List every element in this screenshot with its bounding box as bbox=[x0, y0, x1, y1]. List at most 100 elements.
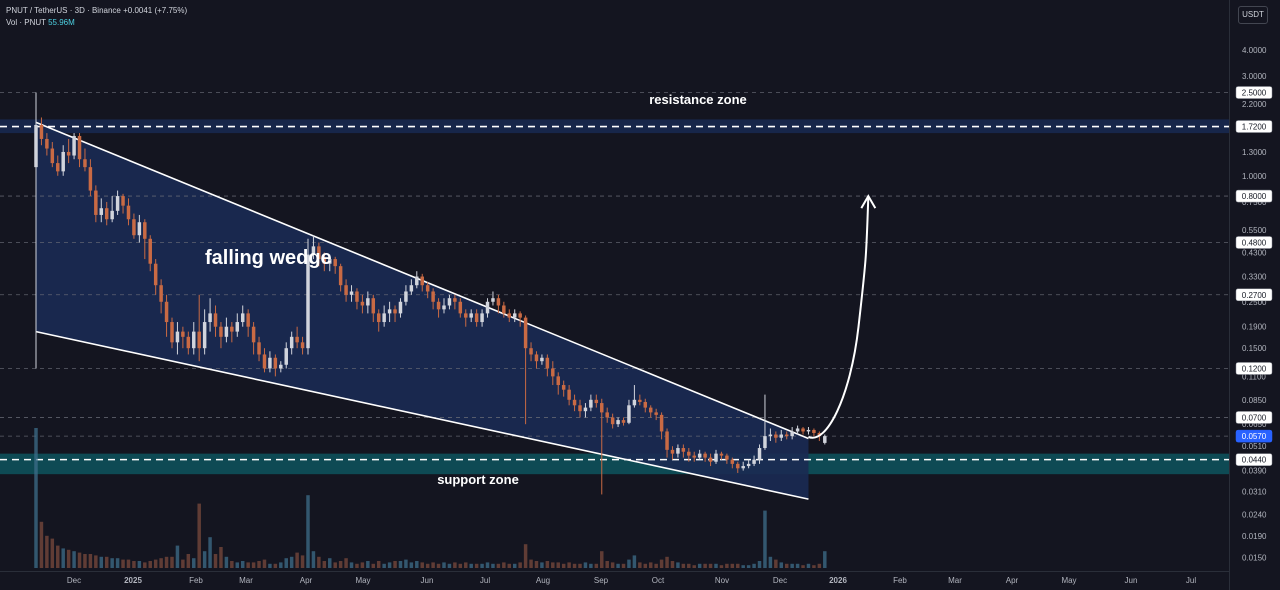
candle-body bbox=[491, 298, 495, 302]
candle-body bbox=[578, 405, 582, 412]
symbol-line: PNUT / TetherUS · 3D · Binance bbox=[6, 6, 121, 15]
candle-body bbox=[703, 453, 707, 458]
volume-bar bbox=[556, 562, 560, 568]
candle-body bbox=[186, 336, 191, 349]
candle-body bbox=[398, 301, 403, 314]
candle-body bbox=[719, 453, 724, 456]
price-level-label: 2.5000 bbox=[1242, 89, 1267, 98]
price-level-label: 1.7200 bbox=[1242, 123, 1267, 132]
candle-body bbox=[349, 291, 354, 295]
price-tick-label: 0.3300 bbox=[1242, 273, 1267, 282]
candle-body bbox=[768, 434, 773, 437]
candle-body bbox=[213, 313, 218, 327]
volume-bar bbox=[360, 562, 365, 568]
volume-bar bbox=[654, 563, 658, 568]
candle-body bbox=[632, 399, 637, 406]
time-scale[interactable] bbox=[0, 571, 1229, 590]
time-tick-label: Oct bbox=[652, 576, 665, 585]
volume-bar bbox=[768, 556, 773, 568]
volume-bar bbox=[616, 563, 620, 568]
candle-body bbox=[164, 301, 169, 323]
candle-body bbox=[99, 208, 104, 215]
volume-bar bbox=[50, 538, 55, 568]
volume-bar bbox=[687, 563, 691, 568]
volume-bar bbox=[208, 537, 212, 568]
volume-bar bbox=[186, 554, 191, 568]
candle-body bbox=[540, 357, 544, 362]
time-tick-label: Jun bbox=[1125, 576, 1138, 585]
candle-body bbox=[121, 196, 125, 206]
candle-body bbox=[175, 331, 180, 343]
candle-body bbox=[366, 298, 370, 306]
candle-body bbox=[616, 420, 620, 425]
candle-body bbox=[50, 148, 55, 164]
volume-bar bbox=[779, 562, 784, 568]
candle-body bbox=[45, 138, 49, 149]
time-tick-label: Aug bbox=[536, 576, 550, 585]
candle-body bbox=[774, 434, 778, 438]
price-level-box bbox=[1235, 86, 1273, 99]
candle-body bbox=[268, 357, 272, 369]
volume-bar bbox=[311, 551, 316, 568]
candle-body bbox=[317, 246, 321, 260]
candle-body bbox=[219, 326, 223, 337]
candle-body bbox=[355, 291, 359, 302]
candle-body bbox=[202, 322, 207, 349]
falling-wedge-area bbox=[36, 122, 809, 500]
volume-bar bbox=[121, 559, 125, 568]
volume-bar bbox=[697, 563, 702, 568]
candle-body bbox=[567, 389, 571, 400]
volume-bar bbox=[561, 563, 566, 568]
time-tick-label: Jul bbox=[480, 576, 490, 585]
candle-body bbox=[795, 428, 800, 432]
candle-body bbox=[61, 151, 65, 172]
candle-body bbox=[409, 285, 414, 292]
price-tick-label: 0.4300 bbox=[1242, 248, 1267, 257]
candle-body bbox=[545, 357, 550, 369]
volume-bar bbox=[192, 558, 196, 568]
candle-body bbox=[425, 285, 430, 292]
candle-body bbox=[708, 457, 713, 462]
resistance-zone-label: resistance zone bbox=[649, 92, 747, 107]
candle-body bbox=[736, 463, 740, 469]
time-tick-label: 2026 bbox=[829, 576, 847, 585]
volume-bar bbox=[230, 561, 234, 568]
volume-bar bbox=[741, 565, 745, 568]
volume-bar bbox=[714, 563, 718, 568]
volume-bar bbox=[126, 559, 131, 568]
volume-bar bbox=[431, 562, 435, 568]
candle-body bbox=[757, 448, 762, 460]
candle-body bbox=[77, 135, 82, 160]
volume-bar bbox=[567, 562, 571, 568]
candle-body bbox=[507, 313, 512, 318]
candle-body bbox=[502, 305, 506, 314]
price-change: +0.0041 (+7.75%) bbox=[123, 6, 188, 15]
volume-bar bbox=[197, 503, 201, 568]
candle-body bbox=[692, 455, 696, 458]
volume-bar bbox=[344, 558, 348, 568]
candle-body bbox=[725, 455, 729, 460]
volume-bar bbox=[540, 562, 544, 568]
candle-body bbox=[659, 414, 664, 432]
candle-body bbox=[240, 313, 245, 323]
price-level-label: 0.2700 bbox=[1242, 291, 1267, 300]
currency-button[interactable]: USDT bbox=[1238, 6, 1268, 24]
volume-bar bbox=[273, 563, 278, 568]
candle-body bbox=[279, 364, 283, 369]
volume-bar bbox=[746, 565, 751, 568]
price-tick-label: 0.2500 bbox=[1242, 298, 1267, 307]
candle-body bbox=[284, 348, 288, 365]
volume-bar bbox=[507, 563, 512, 568]
candle-body bbox=[115, 196, 120, 211]
volume-bar bbox=[578, 563, 582, 568]
candle-body bbox=[697, 453, 702, 458]
price-level-label: 0.8000 bbox=[1242, 192, 1267, 201]
candle-body bbox=[246, 313, 250, 327]
candle-body bbox=[376, 313, 381, 323]
volume-bar bbox=[366, 561, 370, 568]
price-scale[interactable] bbox=[1229, 0, 1280, 590]
volume-bar bbox=[823, 551, 827, 568]
candle-body bbox=[420, 276, 424, 286]
candle-body bbox=[88, 167, 93, 191]
